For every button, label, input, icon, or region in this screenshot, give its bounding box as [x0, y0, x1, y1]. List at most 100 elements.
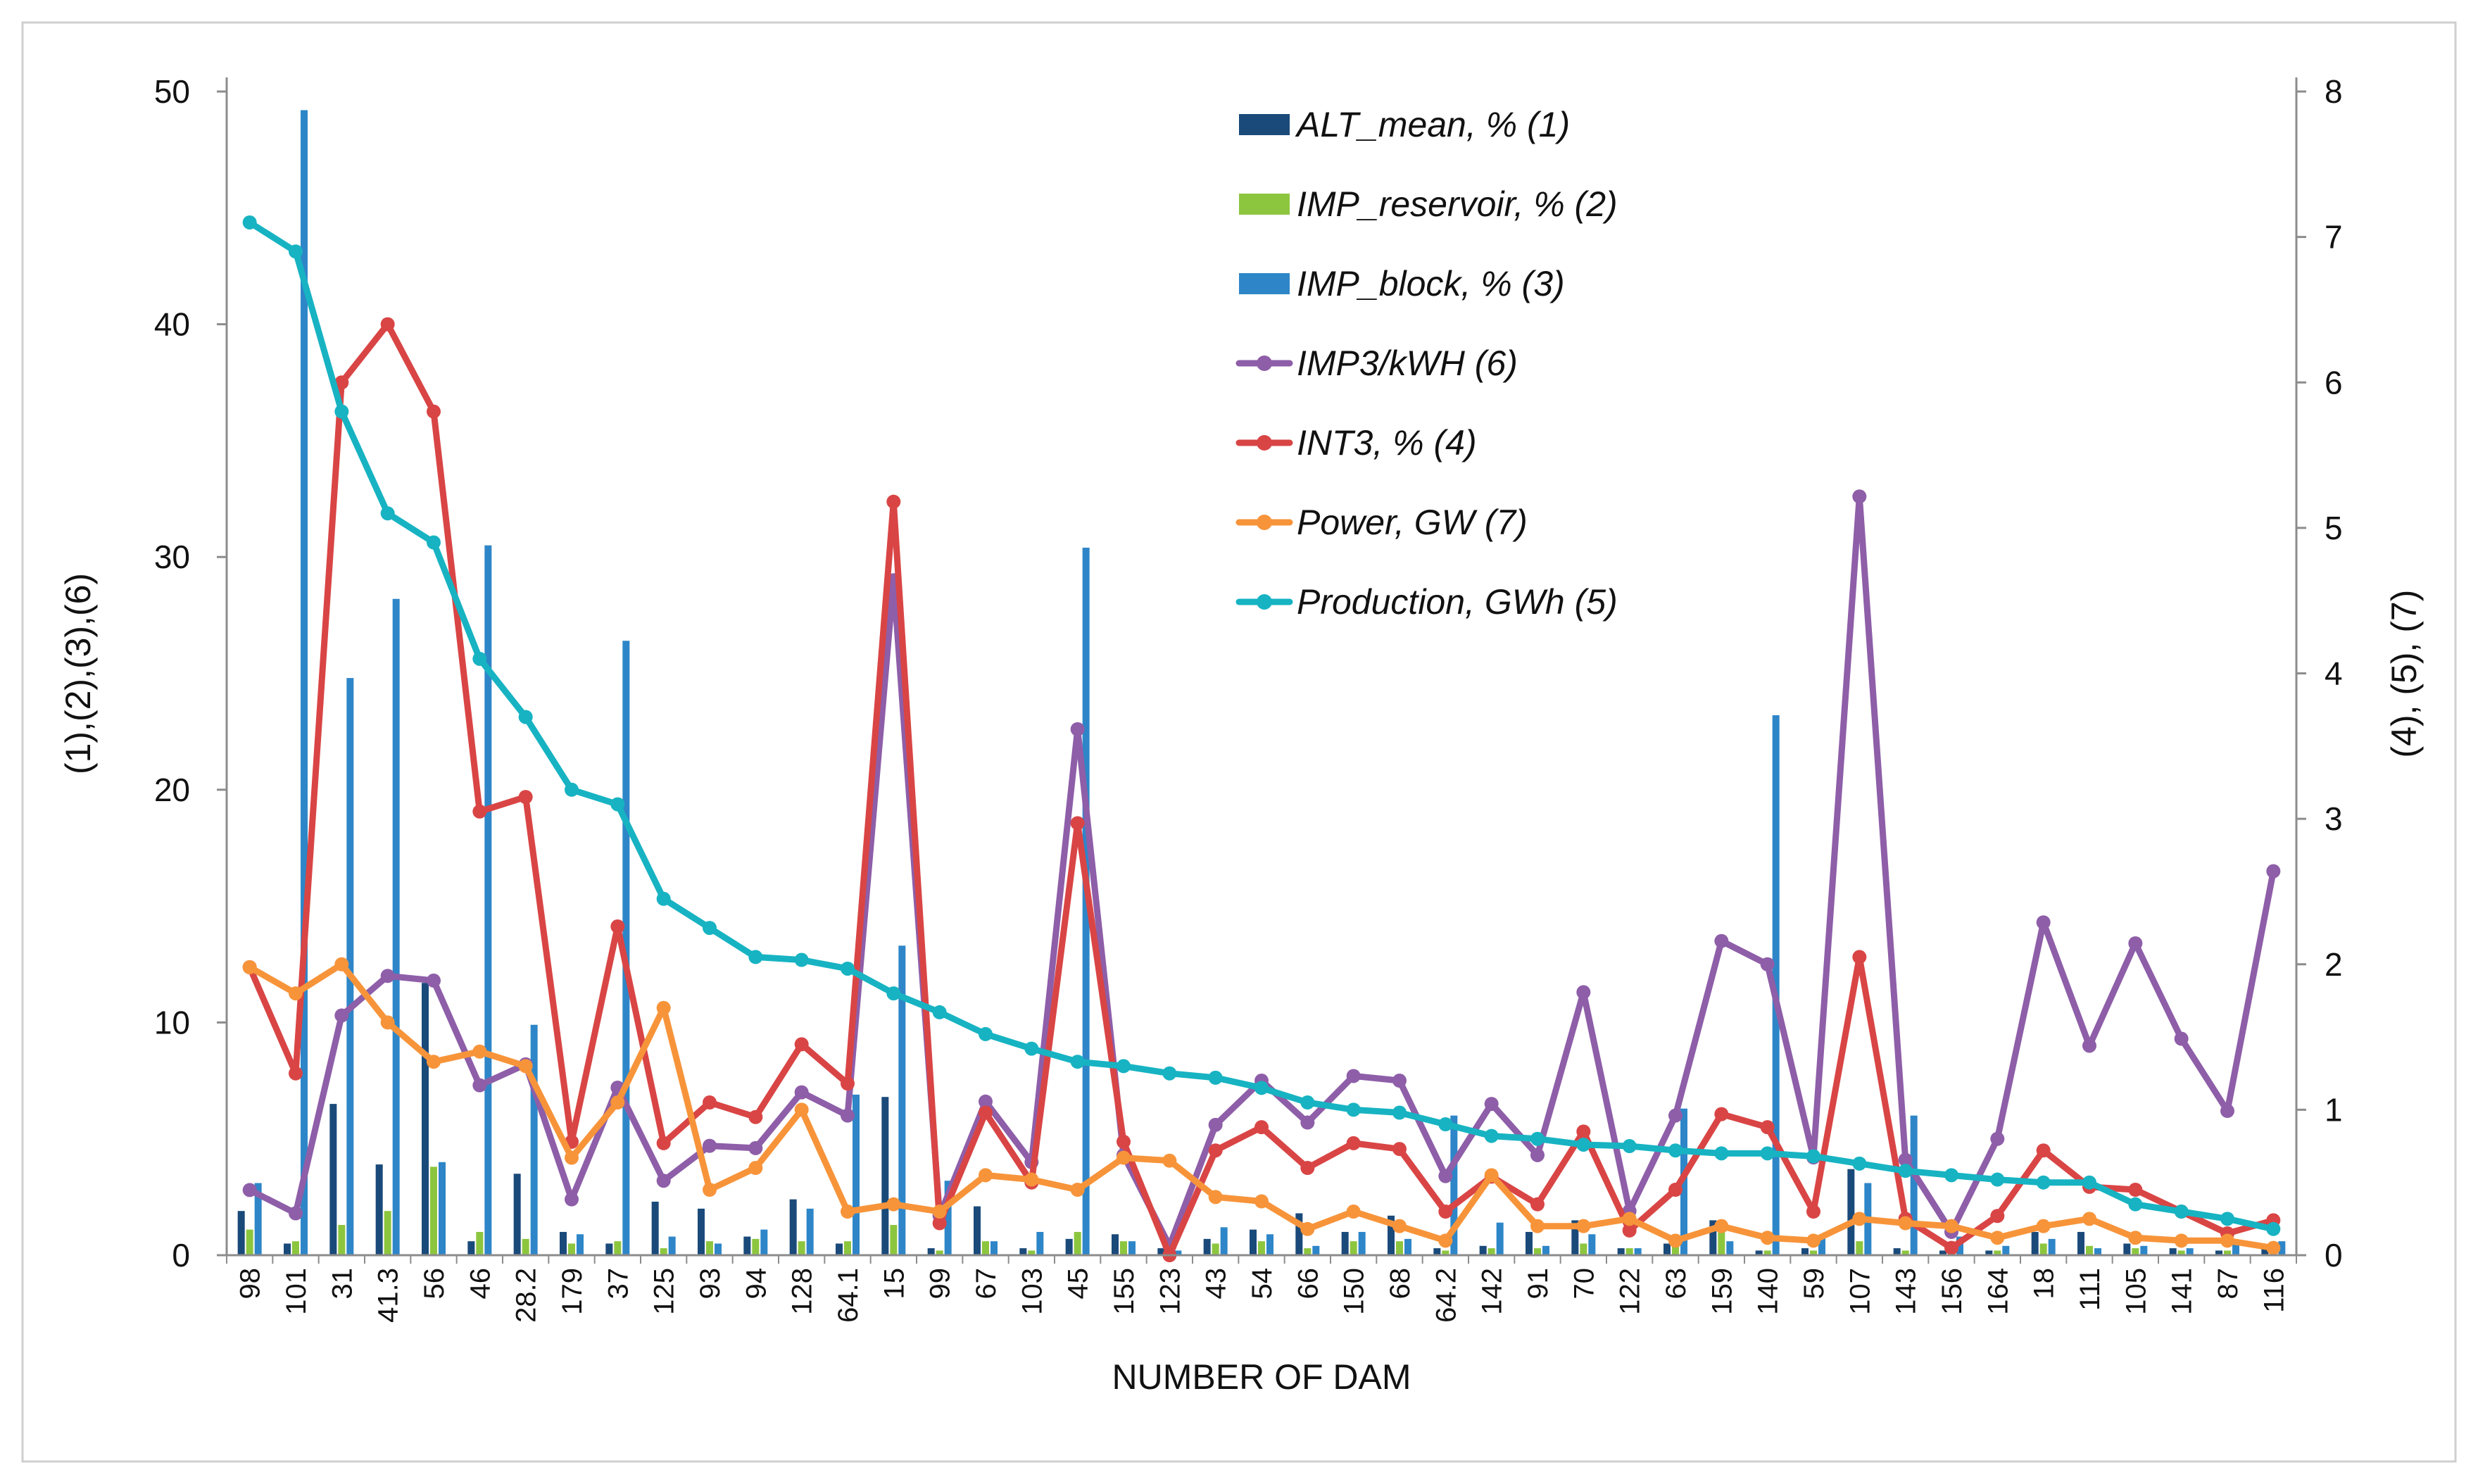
- point-production: [1760, 1146, 1775, 1161]
- point-int3: [1438, 1205, 1453, 1219]
- point-production: [979, 1026, 993, 1041]
- x-category-label: 31: [327, 1268, 358, 1300]
- bar-imp-reservoir: [660, 1248, 667, 1255]
- point-production: [1990, 1172, 2005, 1187]
- point-power: [1392, 1219, 1407, 1233]
- x-category-label: 155: [1109, 1268, 1140, 1315]
- point-production: [1944, 1168, 1958, 1183]
- point-power: [1162, 1153, 1177, 1168]
- x-category-label: 59: [1799, 1268, 1830, 1300]
- point-production: [1576, 1137, 1591, 1152]
- legend-label: ALT_mean, % (1): [1295, 105, 1570, 144]
- bar-imp-block: [254, 1183, 262, 1255]
- bar-imp-block: [1634, 1248, 1642, 1255]
- x-category-label: 94: [741, 1268, 772, 1300]
- x-axis-title: NUMBER OF DAM: [1112, 1357, 1411, 1397]
- point-production: [748, 950, 763, 964]
- bar-imp-reservoir: [752, 1238, 760, 1255]
- point-imp3-kwh: [979, 1094, 993, 1109]
- point-int3: [703, 1095, 717, 1110]
- point-production: [794, 952, 809, 967]
- point-production: [1852, 1156, 1867, 1171]
- bar-alt-mean: [375, 1164, 383, 1255]
- point-production: [610, 797, 625, 812]
- x-category-label: 128: [787, 1268, 818, 1315]
- bar-imp-block: [1312, 1245, 1320, 1255]
- right-tick-label: 1: [2325, 1091, 2343, 1128]
- left-tick-label: 10: [154, 1004, 190, 1040]
- legend-label: IMP_block, % (3): [1297, 264, 1565, 303]
- bar-imp-reservoir: [1994, 1250, 2001, 1255]
- bar-imp-reservoir: [1810, 1250, 1817, 1255]
- x-category-label: 111: [2075, 1268, 2106, 1311]
- bar-imp-block: [1450, 1115, 1458, 1255]
- bar-alt-mean: [422, 983, 429, 1255]
- x-category-label: 93: [695, 1268, 726, 1300]
- x-category-label: 87: [2213, 1268, 2244, 1300]
- point-production: [1438, 1117, 1453, 1132]
- point-imp3-kwh: [1392, 1074, 1407, 1088]
- x-category-label: 99: [925, 1268, 956, 1300]
- point-production: [1530, 1131, 1545, 1146]
- bar-imp-reservoir: [568, 1243, 575, 1255]
- point-int3: [380, 317, 395, 332]
- bar-imp-block: [1358, 1231, 1366, 1255]
- point-int3: [1990, 1209, 2005, 1224]
- bar-imp-block: [1542, 1245, 1549, 1255]
- point-power: [1622, 1212, 1637, 1226]
- bar-imp-reservoir: [2177, 1250, 2185, 1255]
- point-power: [979, 1168, 993, 1183]
- x-category-label: 64.1: [833, 1268, 864, 1323]
- bar-imp-reservoir: [2132, 1248, 2139, 1255]
- bar-imp-reservoir: [1396, 1241, 1403, 1255]
- point-int3: [1668, 1183, 1683, 1197]
- bar-alt-mean: [1755, 1250, 1763, 1255]
- point-int3: [1117, 1134, 1131, 1149]
- point-int3: [2128, 1183, 2143, 1197]
- x-category-label: 140: [1753, 1268, 1784, 1315]
- point-power: [1944, 1219, 1958, 1233]
- bar-imp-block: [392, 598, 400, 1255]
- x-category-label: 91: [1523, 1268, 1554, 1300]
- bar-imp-block: [439, 1162, 446, 1255]
- point-imp3-kwh: [1484, 1097, 1499, 1112]
- point-int3: [1622, 1223, 1637, 1238]
- bar-imp-block: [806, 1208, 814, 1255]
- point-int3: [1760, 1120, 1775, 1135]
- bar-imp-reservoir: [890, 1225, 898, 1255]
- point-power: [1806, 1233, 1820, 1248]
- bar-imp-reservoir: [430, 1167, 437, 1255]
- point-power: [2266, 1240, 2281, 1255]
- x-category-label: 125: [649, 1268, 680, 1315]
- point-production: [2220, 1212, 2234, 1226]
- legend-marker: [1257, 356, 1272, 371]
- bar-imp-block: [1772, 715, 1780, 1255]
- left-tick-label: 30: [154, 539, 190, 575]
- point-production: [380, 506, 395, 521]
- point-power: [472, 1044, 487, 1059]
- bar-imp-block: [2094, 1248, 2101, 1255]
- point-imp3-kwh: [2220, 1104, 2234, 1119]
- bar-alt-mean: [1617, 1248, 1625, 1255]
- bar-imp-block: [715, 1243, 722, 1255]
- legend-marker: [1257, 435, 1272, 451]
- bar-imp-reservoir: [292, 1241, 299, 1255]
- point-power: [841, 1205, 855, 1219]
- bar-alt-mean: [836, 1243, 843, 1255]
- point-imp3-kwh: [565, 1192, 579, 1207]
- bar-alt-mean: [927, 1248, 935, 1255]
- x-category-label: 159: [1706, 1268, 1737, 1315]
- right-tick-label: 6: [2325, 364, 2343, 401]
- bar-alt-mean: [284, 1243, 291, 1255]
- point-imp3-kwh: [1898, 1152, 1913, 1167]
- bar-imp-block: [1266, 1234, 1273, 1255]
- point-power: [2220, 1233, 2234, 1248]
- point-production: [1024, 1041, 1039, 1056]
- x-category-label: 28.2: [511, 1268, 542, 1323]
- point-production: [656, 891, 671, 906]
- bar-imp-block: [2002, 1245, 2010, 1255]
- point-imp3-kwh: [1990, 1131, 2005, 1146]
- point-imp3-kwh: [1070, 722, 1085, 736]
- bar-alt-mean: [881, 1097, 889, 1255]
